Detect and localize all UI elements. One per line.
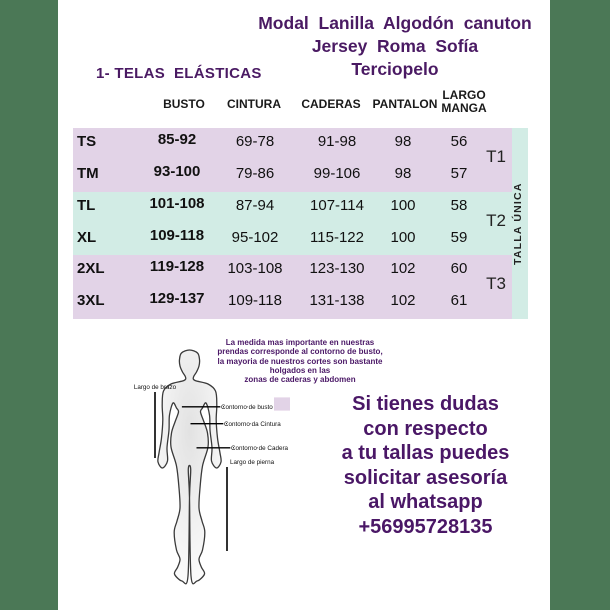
svg-text:Largo de brazo: Largo de brazo — [134, 384, 177, 391]
svg-text:Contorno de Cadera: Contorno de Cadera — [231, 445, 289, 452]
svg-text:Contorno da Cintura: Contorno da Cintura — [224, 421, 281, 428]
svg-text:Contorno de busto: Contorno de busto — [221, 404, 273, 411]
svg-text:Largo de pierna: Largo de pierna — [230, 459, 275, 466]
